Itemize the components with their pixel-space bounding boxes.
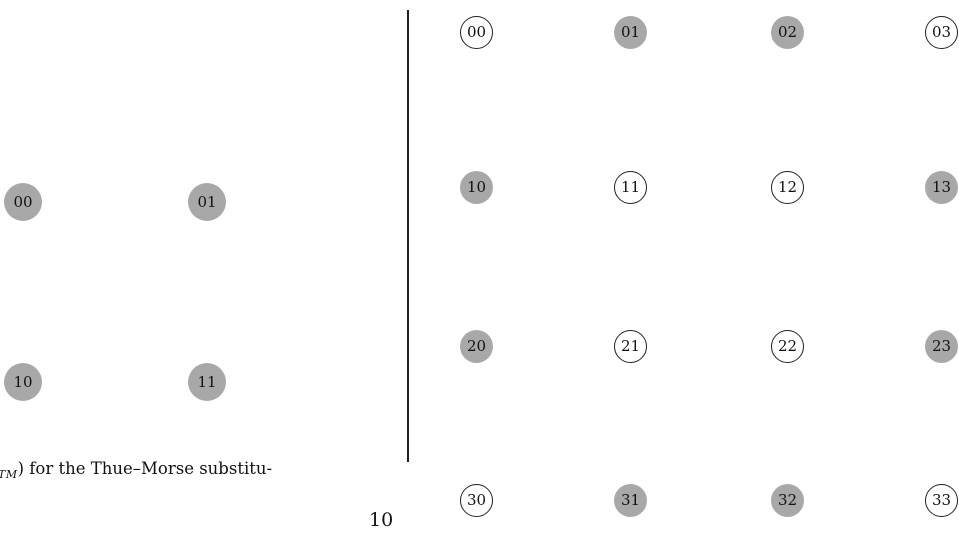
node-10: 10 xyxy=(460,171,493,204)
node-13: 13 xyxy=(925,171,958,204)
figure-caption: TM) for the Thue–Morse substitu- xyxy=(0,459,273,481)
node-01: 01 xyxy=(188,183,226,221)
node-32: 32 xyxy=(771,484,804,517)
node-20: 20 xyxy=(460,330,493,363)
node-21: 21 xyxy=(614,330,647,363)
node-10: 10 xyxy=(4,363,42,401)
node-01: 01 xyxy=(614,16,647,49)
node-33: 33 xyxy=(925,484,958,517)
caption-subscript: TM xyxy=(0,468,18,481)
node-11: 11 xyxy=(188,363,226,401)
vertical-divider xyxy=(407,10,409,462)
node-31: 31 xyxy=(614,484,647,517)
node-03: 03 xyxy=(925,16,958,49)
node-02: 02 xyxy=(771,16,804,49)
page-number: 10 xyxy=(369,509,394,531)
node-22: 22 xyxy=(771,330,804,363)
node-12: 12 xyxy=(771,171,804,204)
node-23: 23 xyxy=(925,330,958,363)
node-00: 00 xyxy=(4,183,42,221)
node-30: 30 xyxy=(460,484,493,517)
caption-text: ) for the Thue–Morse substitu- xyxy=(17,459,273,478)
node-11: 11 xyxy=(614,171,647,204)
node-00: 00 xyxy=(460,16,493,49)
